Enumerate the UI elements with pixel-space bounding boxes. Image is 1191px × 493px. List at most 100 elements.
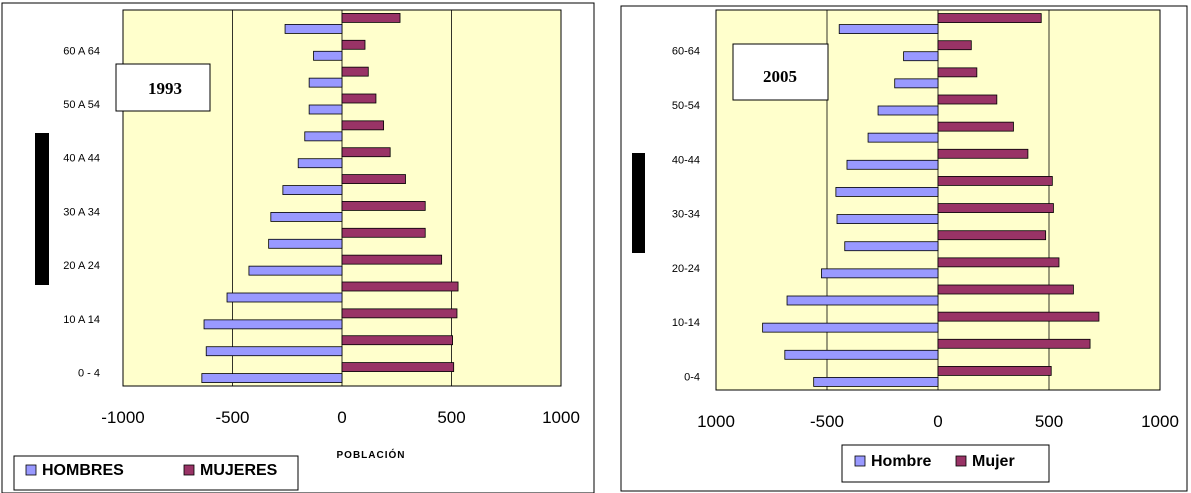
chart2-y-tick-label: 10-14: [672, 317, 700, 329]
chart1-year-label: 1993: [148, 79, 182, 98]
chart1-x-axis-title: POBLACIÓN: [337, 448, 406, 461]
chart1-bar-women: [341, 13, 401, 23]
chart1-bar-women: [341, 93, 377, 104]
chart1-x-tick-label: 1000: [542, 408, 580, 427]
chart1-bar-men: [268, 238, 343, 249]
chart2-bar-men: [894, 78, 939, 89]
chart2-bar-women: [937, 257, 1060, 268]
chart1-bar-men: [284, 24, 343, 34]
chart1-bar-men: [308, 77, 343, 88]
chart2-bar-men: [762, 322, 939, 333]
chart1-bar-women: [341, 308, 458, 319]
chart1-x-tick-label: 500: [437, 408, 465, 427]
chart1-bar-women: [341, 174, 406, 184]
chart2-x-tick-label: 1000: [697, 412, 735, 431]
chart2-y-tick-label: 40-44: [672, 154, 700, 166]
chart1-bar-women: [341, 335, 453, 346]
chart1-bar-women: [341, 120, 385, 131]
chart2-x-tick-label: 500: [1035, 412, 1063, 431]
chart1-legend: [13, 455, 299, 491]
chart2-legend-label: Mujer: [972, 453, 1015, 470]
chart1-bar-men: [297, 158, 343, 169]
chart2: 0-4 10-14 20-24 30-34 40-44 50-54 60-64 1000 -50…: [620, 5, 1188, 492]
chart2-bar-women: [937, 121, 1014, 132]
chart1-bar-men: [313, 50, 343, 61]
chart2-bar-women: [937, 230, 1047, 241]
chart2-legend-label: Hombre: [871, 453, 932, 470]
chart1-bar-men: [205, 346, 343, 357]
chart1-x-tick-label: 0: [337, 408, 346, 427]
chart2-bar-men: [877, 105, 939, 116]
chart2-legend-swatch: [955, 455, 967, 467]
chart2-bar-women: [937, 176, 1053, 186]
chart2-legend: [841, 444, 1050, 483]
chart1-legend-label: MUJERES: [200, 462, 278, 479]
chart1-y-tick-label: 50 A 54: [63, 99, 100, 111]
chart1-y-tick-label: 10 A 14: [63, 314, 100, 326]
chart1-y-axis-bar: [35, 133, 49, 285]
chart2-year-label: 2005: [763, 67, 797, 86]
chart2-y-tick-label: 30-34: [672, 209, 700, 221]
chart1-bar-women: [341, 281, 459, 292]
chart2-bar-women: [937, 40, 972, 51]
chart1: 0 - 4 10 A 14 20 A 24 30 A 34 40 A 44 50 A 54…: [1, 2, 595, 493]
chart1-bar-women: [341, 362, 455, 372]
chart2-bar-men: [844, 241, 939, 252]
chart1-bar-men: [248, 265, 343, 276]
chart1-y-tick-label: 40 A 44: [63, 153, 100, 165]
chart2-bar-men: [835, 187, 939, 197]
chart1-bar-men: [308, 104, 343, 115]
chart2-bar-men: [813, 377, 939, 387]
chart2-bar-men: [838, 24, 939, 34]
chart2-bar-women: [937, 13, 1042, 23]
chart1-bar-women: [341, 39, 366, 50]
chart2-bar-men: [786, 295, 939, 306]
chart1-y-tick-label: 30 A 34: [63, 206, 100, 218]
chart2-bar-women: [937, 94, 998, 105]
chart1-bar-men: [201, 373, 343, 383]
chart2-x-tick-label: -500: [810, 412, 844, 431]
chart2-bar-men: [867, 132, 939, 143]
chart1-bar-men: [282, 185, 343, 195]
chart1-x-tick-label: -1000: [101, 408, 144, 427]
chart2-bar-women: [937, 67, 978, 78]
chart2-y-tick-label: 50-54: [672, 100, 700, 112]
chart1-y-tick-label: 60 A 64: [63, 45, 100, 57]
chart2-bar-men: [903, 51, 939, 62]
chart1-bar-women: [341, 147, 391, 158]
chart1-y-tick-label: 20 A 24: [63, 260, 100, 272]
chart1-y-tick-label: 0 - 4: [78, 368, 100, 380]
chart1-legend-swatch: [25, 464, 37, 476]
chart1-bar-women: [341, 254, 443, 265]
chart2-x-tick-label: 0: [933, 412, 942, 431]
chart2-bar-women: [937, 284, 1074, 295]
chart2-y-axis-bar: [632, 153, 645, 253]
chart1-legend-swatch: [183, 464, 195, 476]
chart2-bar-women: [937, 338, 1091, 349]
chart2-y-tick-label: 60-64: [672, 46, 700, 58]
chart2-bar-women: [937, 366, 1052, 376]
chart2-y-tick-label: 20-24: [672, 263, 700, 275]
chart1-bar-men: [226, 292, 343, 303]
chart1-year-box: [115, 63, 211, 112]
chart1-legend-label: HOMBRES: [42, 462, 124, 479]
chart1-bar-women: [341, 201, 426, 211]
chart2-legend-swatch: [854, 455, 866, 467]
chart1-bar-women: [341, 227, 426, 238]
chart1-bar-men: [270, 212, 343, 222]
chart2-bar-men: [784, 349, 939, 360]
chart2-bar-men: [846, 159, 939, 170]
chart2-bar-men: [821, 268, 939, 279]
chart1-bar-men: [304, 131, 343, 142]
chart2-year-box: [732, 43, 829, 101]
chart2-y-tick-label: 0-4: [684, 371, 700, 383]
chart1-bar-women: [341, 66, 369, 77]
chart2-bar-women: [937, 311, 1100, 322]
chart2-bar-women: [937, 148, 1029, 159]
chart1-x-tick-label: -500: [215, 408, 249, 427]
chart2-bar-men: [836, 214, 939, 224]
chart1-bar-men: [203, 319, 343, 330]
chart2-x-tick-label: 1000: [1141, 412, 1179, 431]
chart2-bar-women: [937, 203, 1054, 213]
